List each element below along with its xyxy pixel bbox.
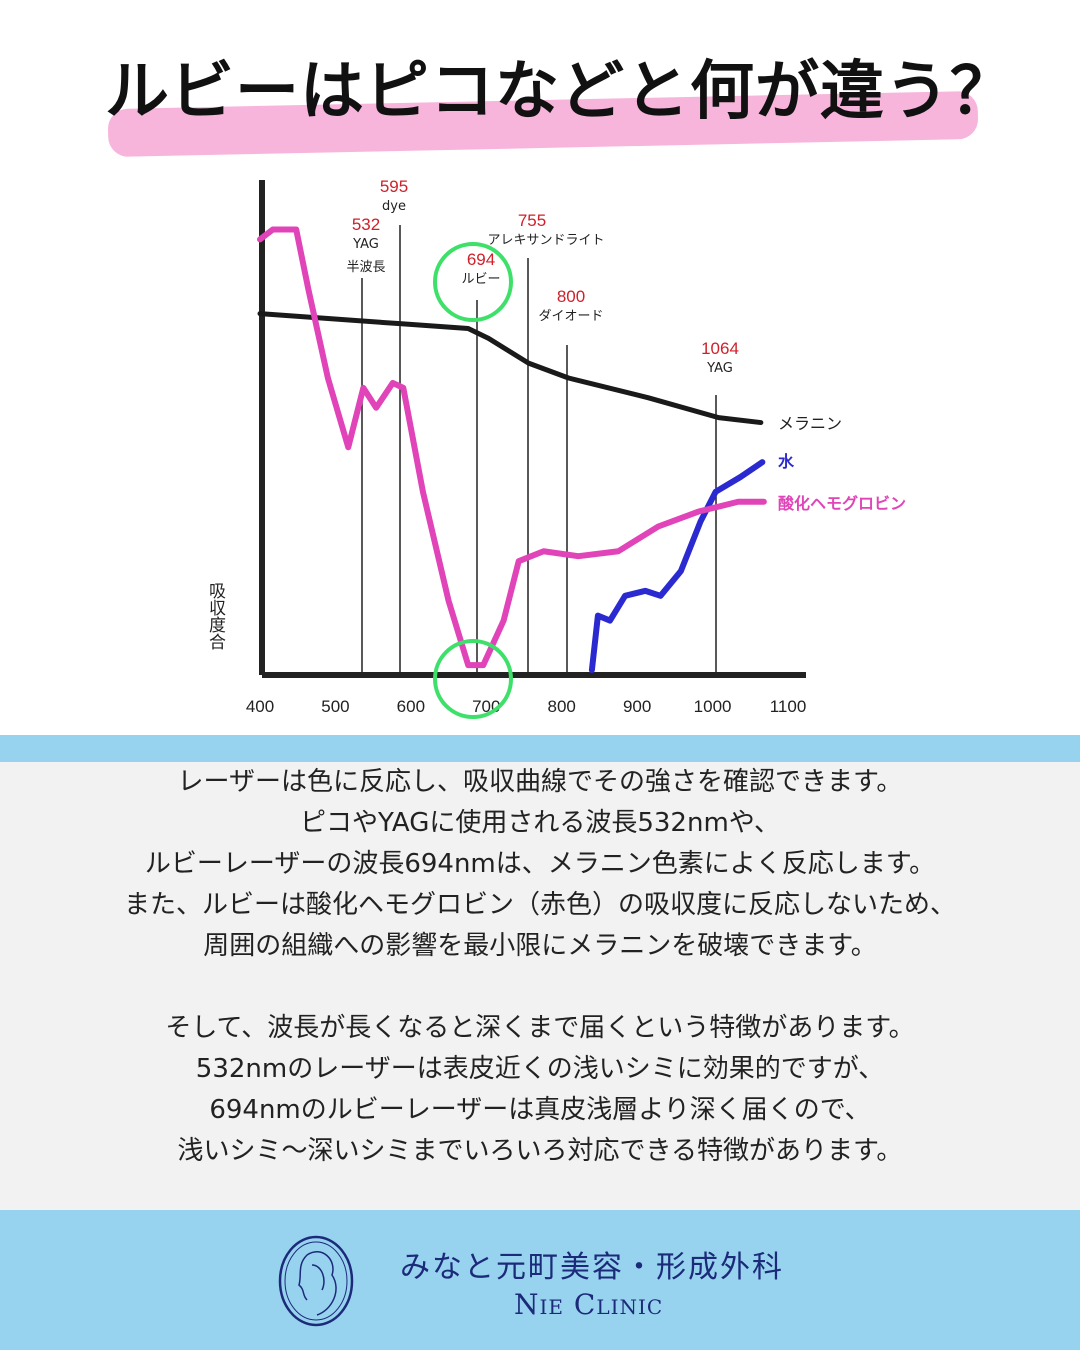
text-line: そして、波長が長くなると深くまで届くという特徴があります。 — [165, 1013, 915, 1043]
x-tick-label: 400 — [246, 697, 274, 716]
marker-label: YAG — [352, 237, 379, 252]
series-line-1 — [588, 459, 766, 674]
marker-value: 800 — [557, 287, 585, 306]
x-tick-label: 500 — [321, 697, 349, 716]
marker-label: ダイオード — [538, 309, 603, 324]
text-line: レーザーは色に反応し、吸収曲線でその強さを確認できます。 — [177, 767, 903, 797]
page-title: ルビーはピコなどと何が違う？ — [105, 55, 1015, 129]
text-line: 浅いシミ〜深いシミまでいろいろ対応できる特徴があります。 — [177, 1136, 903, 1166]
marker-value: 595 — [380, 177, 408, 196]
marker-label: アレキサンドライト — [487, 233, 604, 248]
x-tick-label: 1000 — [694, 697, 732, 716]
x-tick-label: 800 — [548, 697, 576, 716]
text-line: 周囲の組織への影響を最小限にメラニンを破壊できます。 — [203, 931, 877, 961]
marker-label: ルビー — [461, 272, 500, 287]
x-tick-label: 1100 — [770, 697, 807, 716]
x-tick-label: 600 — [397, 697, 425, 716]
paragraph-2: そして、波長が長くなると深くまで届くという特徴があります。 532nmのレーザーは… — [0, 1008, 1080, 1172]
clinic-name-en: Nie Clinic — [514, 1288, 664, 1321]
paragraph-1: レーザーは色に反応し、吸収曲線でその強さを確認できます。 ピコやYAGに使用される… — [0, 762, 1080, 967]
series-line-0 — [257, 311, 764, 426]
highlight-circle-694-label — [433, 242, 513, 322]
y-axis-label: 吸収度合 — [205, 582, 226, 650]
marker-value: 755 — [518, 211, 546, 230]
text-line: ピコやYAGに使用される波長532nmや、 — [300, 808, 780, 838]
body-text: レーザーは色に反応し、吸収曲線でその強さを確認できます。 ピコやYAGに使用される… — [0, 762, 1080, 1210]
marker-value: 532 — [352, 215, 380, 234]
clinic-name-jp: みなと元町美容・形成外科 — [400, 1250, 784, 1285]
marker-label: dye — [382, 199, 406, 214]
marker-label: 半波長 — [346, 260, 385, 275]
series-label: メラニン — [778, 414, 842, 433]
woman-profile-cameo-logo — [278, 1235, 354, 1327]
marker-label: YAG — [706, 361, 733, 376]
text-line: 694nmのルビーレーザーは真皮浅層より深く届くので、 — [209, 1095, 871, 1125]
text-line: また、ルビーは酸化ヘモグロビン（赤色）の吸収度に反応しないため、 — [123, 890, 956, 920]
series-line-2 — [257, 226, 767, 669]
absorption-chart: 400 500 600 700 800 900 1000 1100吸収度合532YAG半波長5… — [205, 177, 906, 719]
x-tick-label: 900 — [623, 697, 651, 716]
series-label: 水 — [778, 452, 795, 471]
marker-value: 1064 — [701, 339, 739, 358]
text-line: 532nmのレーザーは表皮近くの浅いシミに効果的ですが、 — [195, 1054, 885, 1084]
text-line: ルビーレーザーの波長694nmは、メラニン色素によく反応します。 — [144, 849, 936, 879]
marker-value: 694 — [467, 250, 495, 269]
series-label: 酸化ヘモグロビン — [778, 494, 906, 513]
footer — [0, 1210, 1080, 1350]
highlight-circle-694-minimum — [433, 639, 513, 719]
divider-strip — [0, 735, 1080, 762]
header: ルビーはピコなどと何が違う？ — [0, 0, 1080, 170]
